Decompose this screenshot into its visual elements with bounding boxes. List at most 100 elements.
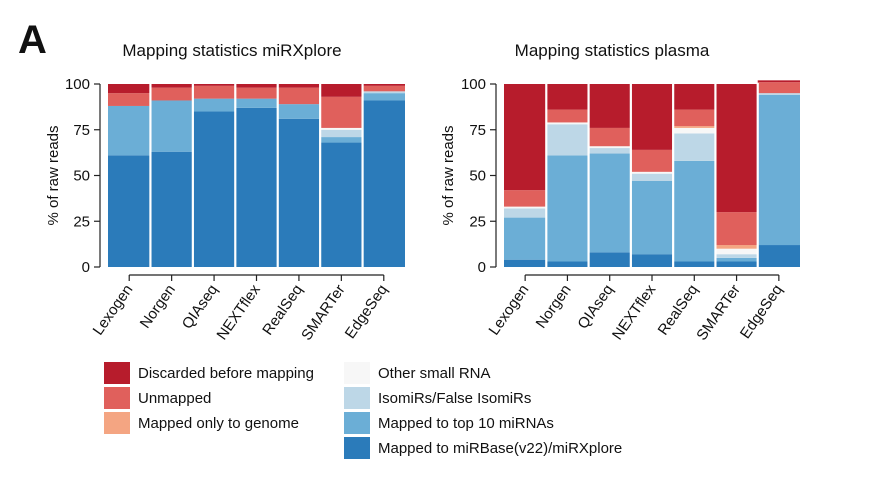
bar-segment — [630, 171, 674, 174]
bar-segment — [588, 146, 631, 149]
x-tick-label: RealSeq — [655, 282, 702, 339]
bar-segment — [757, 245, 800, 267]
x-tick-label: RealSeq — [259, 282, 306, 339]
bar-segment — [546, 84, 589, 110]
bar-segment — [546, 261, 589, 267]
bar-segment — [320, 129, 363, 138]
bar-segment — [588, 252, 631, 267]
y-tick-label: 100 — [461, 76, 486, 93]
bar-segment — [546, 124, 589, 156]
x-tick-label: SMARTer — [298, 282, 349, 344]
x-tick-label: Norgen — [137, 282, 179, 332]
bar-segment — [108, 93, 151, 106]
bar-segment — [235, 87, 278, 99]
legend-item: Unmapped — [104, 387, 211, 409]
bar-segment — [277, 118, 321, 268]
bar-segment — [108, 155, 151, 267]
panel-label: A — [18, 18, 47, 62]
bar-segment — [715, 257, 758, 262]
bar-segment — [630, 254, 674, 267]
bar-segment — [673, 160, 716, 262]
bar-segment — [673, 133, 716, 161]
bar-segment — [150, 100, 193, 152]
bar-segment — [235, 98, 278, 108]
bar-segment — [673, 261, 716, 267]
bar-segment — [150, 84, 193, 88]
bar-segment — [320, 142, 363, 267]
x-tick-label: NEXTflex — [214, 281, 265, 343]
bar-segment — [757, 93, 800, 95]
bar-segment — [320, 84, 363, 97]
legend-item: Mapped only to genome — [104, 412, 299, 434]
y-tick-label: 0 — [82, 259, 90, 276]
bar-segment — [504, 206, 547, 209]
y-axis-label: % of raw reads — [440, 125, 457, 225]
x-tick-label: QIAseq — [574, 282, 617, 333]
chart-title: Mapping statistics miRXplore — [122, 41, 341, 60]
y-tick-label: 25 — [469, 213, 486, 230]
legend-item: Discarded before mapping — [104, 362, 314, 384]
y-tick-label: 0 — [478, 259, 486, 276]
bar-segment — [504, 217, 547, 260]
bar-segment — [235, 107, 278, 267]
bar-segment — [673, 127, 716, 134]
bar-segment — [192, 98, 236, 112]
legend-label: Other small RNA — [378, 364, 491, 382]
y-tick-label: 75 — [73, 122, 90, 139]
bar-segment — [277, 104, 321, 119]
bar-segment — [715, 84, 758, 213]
bar-segment — [588, 153, 631, 253]
bar-segment — [715, 212, 758, 246]
y-tick-label: 50 — [73, 168, 90, 185]
legend-label: IsomiRs/False IsomiRs — [378, 389, 532, 407]
legend-label: Mapped to miRBase(v22)/miRXplore — [378, 439, 623, 457]
legend-label: Discarded before mapping — [138, 364, 314, 382]
bar-segment — [630, 180, 674, 255]
bar-segment — [757, 82, 800, 94]
bar-segment — [504, 84, 547, 191]
legend-swatch — [344, 387, 370, 409]
bar-segment — [546, 109, 589, 123]
bar-segment — [673, 109, 716, 127]
bar-segment — [108, 84, 151, 94]
bar-segment — [362, 85, 405, 92]
bar-segment — [757, 80, 800, 83]
bar-segment — [108, 105, 151, 156]
bar-segment — [362, 84, 405, 86]
bar-segment — [546, 155, 589, 262]
bar-segment — [320, 137, 363, 143]
legend-swatch — [104, 412, 130, 434]
bar-segment — [630, 84, 674, 150]
bar-segment — [277, 87, 321, 105]
bar-segment — [715, 248, 758, 255]
bar-segment — [192, 85, 236, 99]
y-tick-label: 75 — [469, 122, 486, 139]
bar-segment — [277, 84, 321, 88]
x-tick-label: NEXTflex — [609, 281, 660, 343]
bar-segment — [235, 84, 278, 88]
legend-label: Mapped to top 10 miRNAs — [378, 414, 554, 432]
bar-segment — [715, 254, 758, 258]
bar-segment — [504, 208, 547, 218]
chart-title: Mapping statistics plasma — [515, 41, 710, 60]
bar-segment — [362, 93, 405, 101]
bar-segment — [150, 87, 193, 101]
y-tick-label: 25 — [73, 213, 90, 230]
legend-swatch — [104, 362, 130, 384]
legend-item: Other small RNA — [344, 362, 491, 384]
y-tick-label: 50 — [469, 168, 486, 185]
x-tick-label: Lexogen — [485, 282, 532, 339]
bar-segment — [673, 84, 716, 110]
bar-segment — [630, 149, 674, 172]
bar-segment — [320, 96, 363, 128]
bar-segment — [588, 148, 631, 154]
legend-item: Mapped to top 10 miRNAs — [344, 412, 554, 434]
bar-segment — [150, 151, 193, 267]
x-tick-label: EdgeSeq — [737, 282, 786, 342]
bar-segment — [588, 84, 631, 128]
legend-label: Mapped only to genome — [138, 414, 299, 432]
bar-segment — [362, 100, 405, 267]
bar-segment — [504, 259, 547, 267]
